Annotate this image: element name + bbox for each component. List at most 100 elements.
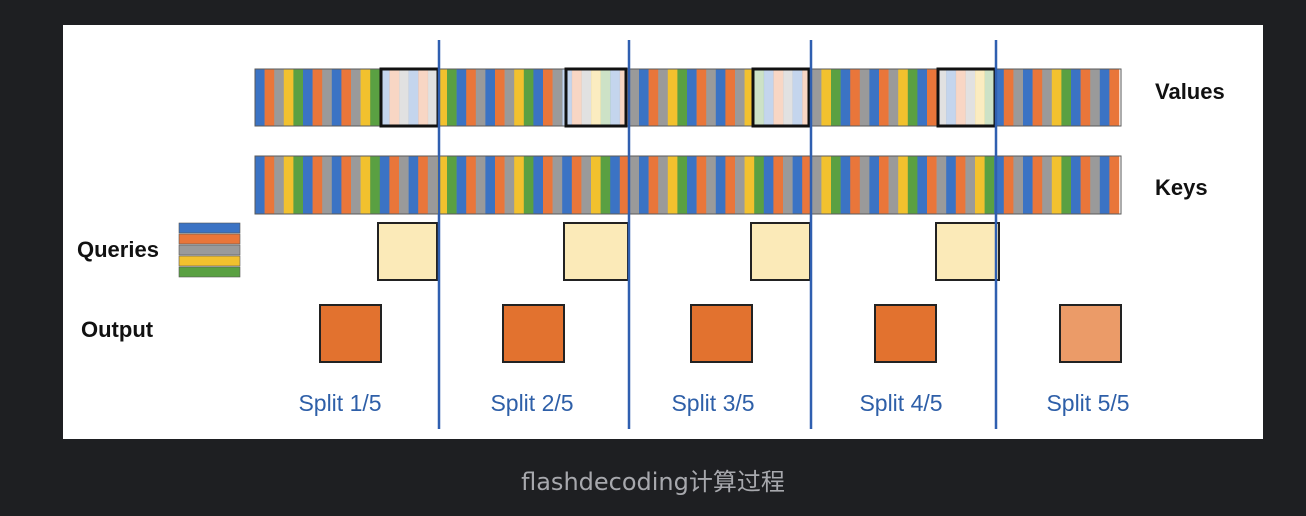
values-stripe bbox=[696, 69, 707, 126]
keys-stripe bbox=[543, 156, 553, 214]
keys-stripe bbox=[955, 156, 966, 214]
values-stripe bbox=[984, 69, 995, 126]
values-stripe bbox=[1109, 69, 1120, 126]
keys-stripe bbox=[946, 156, 957, 214]
values-stripe bbox=[783, 69, 793, 126]
values-stripe bbox=[1080, 69, 1091, 126]
keys-stripe bbox=[293, 156, 304, 214]
values-stripe bbox=[1013, 69, 1024, 126]
keys-stripe bbox=[312, 156, 323, 214]
values-stripe bbox=[514, 69, 525, 126]
query-stack-band bbox=[178, 233, 241, 245]
keys-stripe bbox=[965, 156, 976, 214]
keys-stripe bbox=[399, 156, 409, 214]
values-stripe bbox=[667, 69, 678, 126]
keys-stripe bbox=[610, 156, 621, 214]
values-stripe bbox=[802, 69, 813, 126]
values-stripe bbox=[552, 69, 563, 126]
keys-stripe bbox=[831, 156, 841, 214]
values-stripe bbox=[1051, 69, 1062, 126]
values-stripe bbox=[274, 69, 285, 126]
keys-stripe bbox=[696, 156, 707, 214]
keys-outline bbox=[254, 155, 1122, 215]
values-stripe bbox=[379, 69, 390, 126]
keys-stripe bbox=[927, 156, 937, 214]
values-stripe bbox=[773, 69, 784, 126]
keys-stripe bbox=[1003, 156, 1014, 214]
keys-stripe bbox=[600, 156, 611, 214]
keys-stripe bbox=[850, 156, 861, 214]
values-stripe bbox=[1061, 69, 1072, 126]
keys-stripe bbox=[773, 156, 784, 214]
values-stripe bbox=[485, 69, 496, 126]
values-label: Values bbox=[1155, 79, 1225, 104]
keys-stripe bbox=[341, 156, 352, 214]
output-label: Output bbox=[81, 317, 154, 342]
values-stripe bbox=[293, 69, 304, 126]
values-stripe bbox=[965, 69, 976, 126]
values-stripe bbox=[255, 69, 265, 126]
keys-stripe bbox=[447, 156, 457, 214]
values-stripe bbox=[312, 69, 323, 126]
keys-stripe bbox=[504, 156, 515, 214]
keys-stripe bbox=[754, 156, 765, 214]
values-stripe bbox=[408, 69, 419, 126]
values-stripe bbox=[1032, 69, 1043, 126]
values-outline bbox=[254, 68, 1122, 127]
values-stripe bbox=[533, 69, 544, 126]
values-stripe bbox=[466, 69, 477, 126]
values-stripe bbox=[427, 69, 438, 126]
values-stripe bbox=[831, 69, 841, 126]
values-stripe bbox=[341, 69, 352, 126]
values-stripe bbox=[994, 69, 1005, 126]
output-block-3 bbox=[690, 304, 753, 363]
values-stripe bbox=[351, 69, 361, 126]
values-stripe bbox=[735, 69, 745, 126]
query-block-1 bbox=[377, 222, 438, 281]
values-stripe bbox=[687, 69, 697, 126]
keys-stripe bbox=[418, 156, 429, 214]
keys-stripe bbox=[1032, 156, 1043, 214]
figure-caption: flashdecoding计算过程 bbox=[521, 468, 785, 496]
values-stripe bbox=[763, 69, 774, 126]
keys-stripe bbox=[331, 156, 342, 214]
values-stripe bbox=[677, 69, 688, 126]
keys-stripe bbox=[658, 156, 669, 214]
values-row bbox=[254, 67, 1122, 128]
values-stripe bbox=[1023, 69, 1033, 126]
values-stripe bbox=[399, 69, 409, 126]
keys-stripe bbox=[811, 156, 822, 214]
keys-stripe bbox=[1013, 156, 1024, 214]
keys-stripe bbox=[629, 156, 640, 214]
keys-stripe bbox=[581, 156, 592, 214]
keys-stripe bbox=[859, 156, 870, 214]
values-stripe bbox=[850, 69, 861, 126]
values-stripe bbox=[418, 69, 429, 126]
values-stripe bbox=[437, 69, 448, 126]
values-stripe bbox=[543, 69, 553, 126]
values-stripe bbox=[322, 69, 333, 126]
keys-stripe bbox=[1051, 156, 1062, 214]
values-stripe bbox=[331, 69, 342, 126]
split-label-1: Split 1/5 bbox=[298, 390, 382, 416]
values-stripe bbox=[955, 69, 966, 126]
keys-stripe bbox=[792, 156, 803, 214]
values-stripe bbox=[629, 69, 640, 126]
values-stripe bbox=[610, 69, 621, 126]
keys-stripe bbox=[706, 156, 717, 214]
values-stripe bbox=[360, 69, 371, 126]
values-stripe bbox=[811, 69, 822, 126]
keys-stripe bbox=[456, 156, 467, 214]
values-stripe bbox=[1090, 69, 1101, 126]
query-stack-band bbox=[178, 255, 241, 267]
keys-stripe bbox=[475, 156, 486, 214]
keys-stripe bbox=[821, 156, 832, 214]
values-stripe bbox=[1099, 69, 1110, 126]
output-block-5 bbox=[1059, 304, 1122, 363]
values-stripe bbox=[840, 69, 851, 126]
keys-label: Keys bbox=[1155, 175, 1208, 200]
keys-stripe bbox=[264, 156, 275, 214]
query-block-2 bbox=[563, 222, 629, 281]
query-block-4 bbox=[935, 222, 1000, 281]
values-stripe bbox=[1042, 69, 1053, 126]
